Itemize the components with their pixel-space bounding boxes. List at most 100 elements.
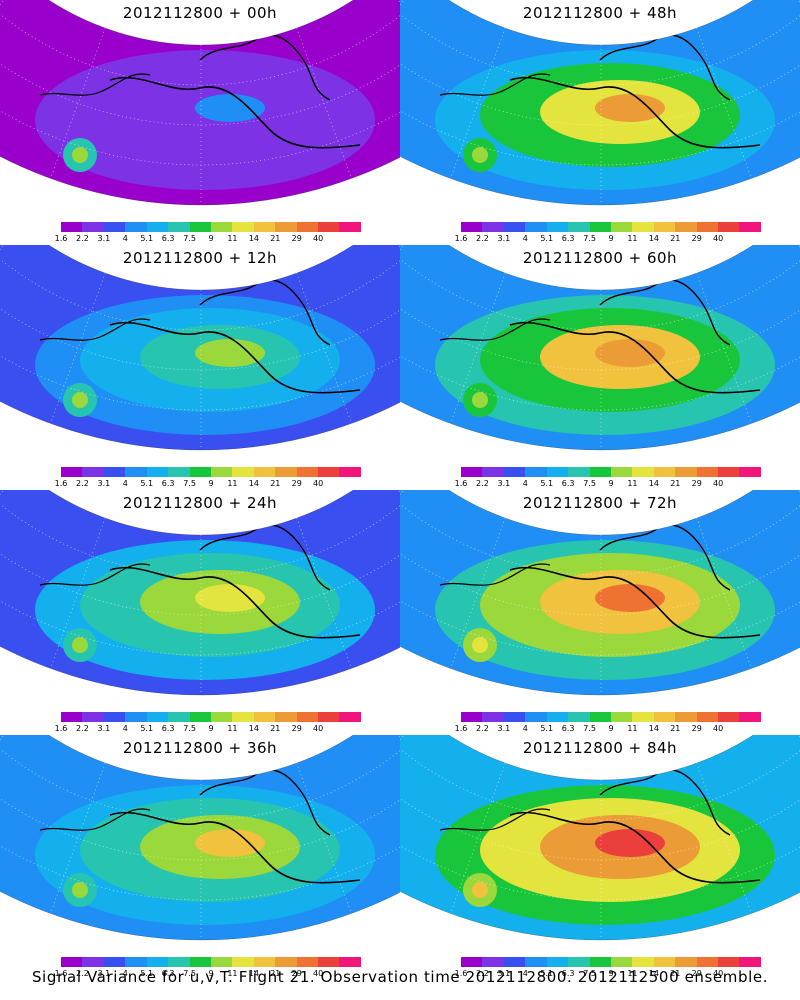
- colorbar-segment: [461, 467, 483, 477]
- colorbar-segment: [210, 957, 233, 967]
- colorbar-tick-label: 3.1: [97, 724, 111, 733]
- longitude-line: [696, 518, 752, 669]
- colorbar-tick-label: 9: [608, 479, 614, 488]
- colorbar-tick-label: 21: [270, 234, 281, 243]
- colorbar-segment: [61, 957, 83, 967]
- field-maximum: [595, 339, 665, 367]
- panel-title: 2012112800 + 72h: [522, 494, 678, 512]
- colorbar-segment: [546, 222, 569, 232]
- colorbar-segment: [275, 957, 297, 967]
- panel-title: 2012112800 + 84h: [522, 739, 678, 757]
- colorbar-segment: [632, 467, 654, 477]
- colorbar-tick-label: 5.1: [540, 724, 554, 733]
- colorbar-segment: [339, 712, 361, 722]
- colorbar-segment: [632, 957, 654, 967]
- colorbar-labels: 1.6 2.2 3.1 4 5.1 6.3 7.5 9 11 14 21 29 40: [455, 479, 761, 489]
- colorbar-tick-label: 7.5: [583, 234, 596, 243]
- colorbar-tick-label: 2.2: [476, 969, 489, 978]
- longitude-line: [450, 518, 506, 669]
- coastline: [509, 321, 761, 394]
- colorbar-tick-label: 1.6: [454, 969, 468, 978]
- panel-title: 2012112800 + 12h: [122, 249, 278, 267]
- colorbar: [61, 222, 361, 232]
- colorbar-segment: [675, 222, 697, 232]
- coastline: [199, 769, 331, 836]
- map-panel: 2012112800 + 84h 1.6 2.2 3.1 4 5.1 6.3 7.5 9 11 14…: [400, 735, 800, 980]
- colorbar-segment: [653, 467, 676, 477]
- colorbar-segment: [146, 712, 169, 722]
- colorbar-segment: [503, 957, 526, 967]
- longitude-line: [696, 273, 752, 424]
- colorbar-segment: [610, 467, 633, 477]
- coastline: [199, 34, 331, 101]
- colorbar-tick-label: 29: [291, 234, 302, 243]
- colorbar-segment: [525, 222, 547, 232]
- colorbar-tick-label: 14: [248, 234, 259, 243]
- map-field: [0, 0, 400, 206]
- colorbar: [61, 957, 361, 967]
- colorbar-segment: [318, 467, 340, 477]
- longitude-line: [296, 763, 352, 914]
- map-field: [400, 490, 800, 696]
- map-boundary: [0, 245, 400, 451]
- colorbar-tick-label: 6.3: [561, 969, 575, 978]
- coastline: [599, 524, 731, 591]
- colorbar-labels: 1.6 2.2 3.1 4 5.1 6.3 7.5 9 11 14 21 29 40: [455, 969, 761, 979]
- coastline: [109, 321, 361, 394]
- field-spot-core: [72, 392, 88, 408]
- colorbar-segment: [103, 712, 126, 722]
- colorbar-tick-label: 29: [291, 479, 302, 488]
- colorbar-tick-label: 4: [522, 479, 528, 488]
- map-panel: 2012112800 + 00h 1.6 2.2 3.1 4 5.1 6.3 7.5 9 11 14…: [0, 0, 400, 245]
- coastline: [109, 76, 361, 149]
- colorbar-segment: [589, 957, 611, 967]
- colorbar-segment: [189, 222, 211, 232]
- colorbar-tick-label: 6.3: [561, 234, 575, 243]
- field-maximum: [195, 339, 265, 367]
- map-field: [0, 490, 400, 696]
- colorbar-tick-label: 6.3: [561, 724, 575, 733]
- colorbar-tick-label: 3.1: [97, 234, 111, 243]
- colorbar-segment: [82, 712, 104, 722]
- coastline: [109, 566, 361, 639]
- colorbar-segment: [61, 467, 83, 477]
- colorbar-tick-label: 14: [648, 724, 659, 733]
- colorbar-segment: [82, 467, 104, 477]
- colorbar-segment: [339, 222, 361, 232]
- longitude-line: [50, 273, 106, 424]
- colorbar-tick-label: 40: [313, 479, 324, 488]
- colorbar-segment: [275, 712, 297, 722]
- colorbar-segment: [546, 957, 569, 967]
- colorbar-segment: [503, 712, 526, 722]
- coastline: [199, 524, 331, 591]
- colorbar-segment: [168, 957, 190, 967]
- colorbar-segment: [146, 467, 169, 477]
- colorbar-segment: [482, 957, 504, 967]
- colorbar-tick-label: 3.1: [97, 479, 111, 488]
- colorbar-segment: [103, 957, 126, 967]
- colorbar-segment: [210, 222, 233, 232]
- colorbar-tick-label: 5.1: [540, 479, 554, 488]
- colorbar-segment: [318, 957, 340, 967]
- field-maximum: [195, 94, 265, 122]
- colorbar-tick-label: 9: [608, 234, 614, 243]
- colorbar-segment: [653, 712, 676, 722]
- colorbar-segment: [61, 222, 83, 232]
- colorbar-segment: [632, 712, 654, 722]
- colorbar-tick-label: 21: [270, 724, 281, 733]
- field-spot-core: [472, 637, 488, 653]
- colorbar-tick-label: 29: [691, 234, 702, 243]
- colorbar-segment: [103, 467, 126, 477]
- colorbar-tick-label: 1.6: [54, 479, 68, 488]
- colorbar-segment: [568, 467, 590, 477]
- colorbar-tick-label: 7.5: [583, 479, 596, 488]
- colorbar-labels: 1.6 2.2 3.1 4 5.1 6.3 7.5 9 11 14 21 29 40: [455, 234, 761, 244]
- colorbar-segment: [525, 957, 547, 967]
- field-maximum: [595, 829, 665, 857]
- colorbar-segment: [482, 712, 504, 722]
- panel-title: 2012112800 + 24h: [122, 494, 278, 512]
- map-boundary: [0, 490, 400, 696]
- colorbar-tick-label: 14: [648, 479, 659, 488]
- colorbar-segment: [525, 467, 547, 477]
- colorbar-tick-label: 1.6: [54, 724, 68, 733]
